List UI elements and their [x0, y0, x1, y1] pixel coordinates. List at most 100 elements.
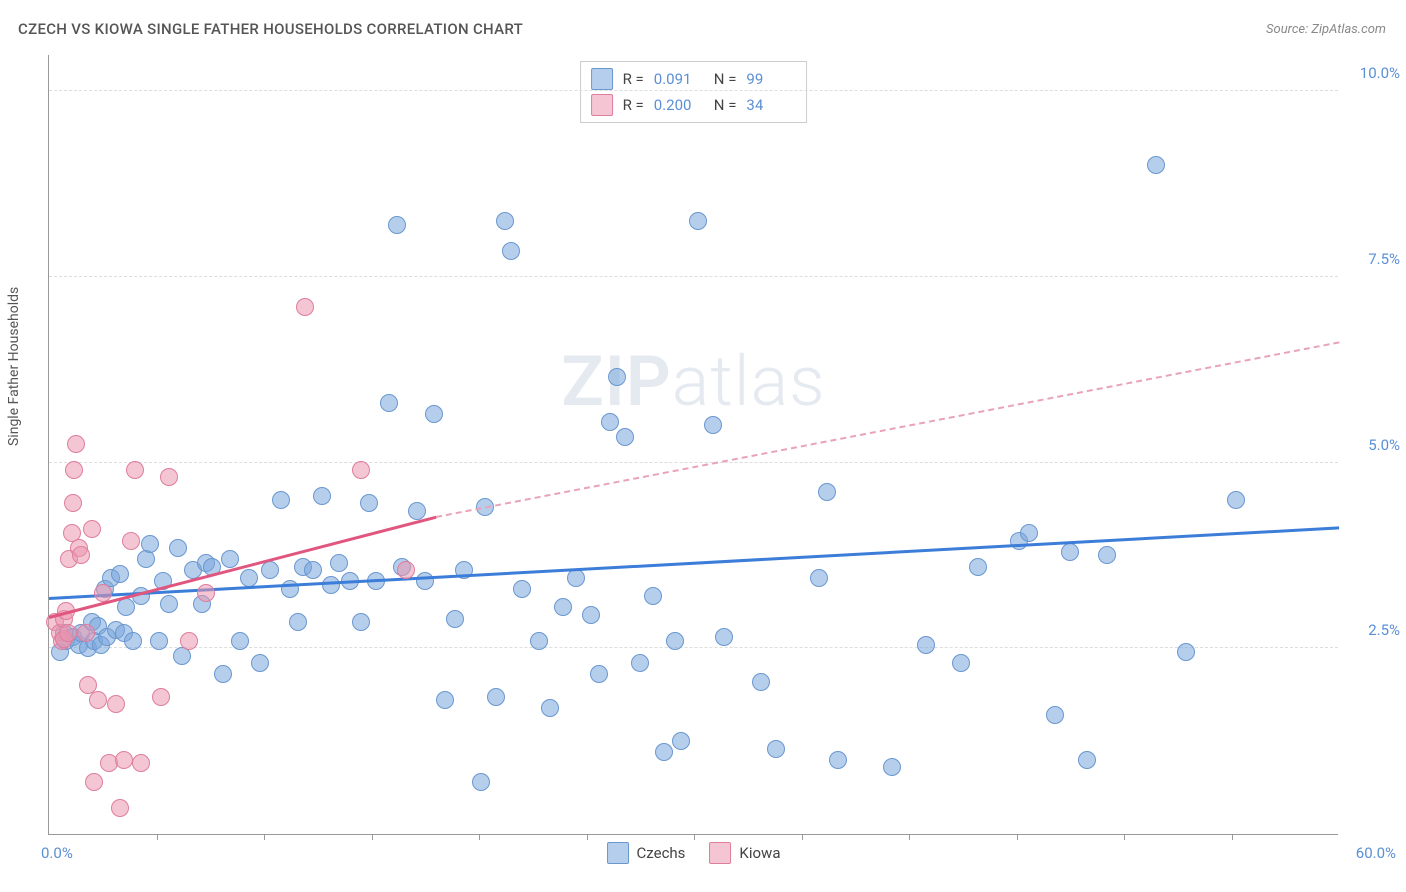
scatter-point	[313, 487, 331, 505]
scatter-point	[67, 435, 85, 453]
scatter-point	[883, 758, 901, 776]
legend-item-czechs: Czechs	[607, 842, 686, 864]
legend-stats-row-czechs: R = 0.091 N = 99	[591, 66, 797, 92]
gridline-h	[49, 276, 1338, 277]
scatter-point	[590, 665, 608, 683]
legend-label-czechs: Czechs	[637, 844, 686, 862]
n-value-czechs: 99	[746, 70, 796, 88]
scatter-point	[132, 754, 150, 772]
scatter-point	[59, 624, 77, 642]
scatter-point	[64, 494, 82, 512]
scatter-point	[360, 494, 378, 512]
scatter-point	[1177, 643, 1195, 661]
gridline-h	[49, 462, 1338, 463]
scatter-point	[1046, 706, 1064, 724]
r-label-kiowa: R =	[623, 96, 644, 114]
scatter-point	[436, 691, 454, 709]
x-tick	[1124, 834, 1125, 840]
x-axis-max-label: 60.0%	[1356, 844, 1396, 862]
scatter-point	[111, 799, 129, 817]
scatter-point	[160, 468, 178, 486]
scatter-point	[496, 212, 514, 230]
scatter-point	[231, 632, 249, 650]
scatter-point	[251, 654, 269, 672]
scatter-point	[397, 561, 415, 579]
x-tick	[1232, 834, 1233, 840]
scatter-point	[655, 743, 673, 761]
swatch-czechs-bottom	[607, 842, 629, 864]
r-value-czechs: 0.091	[654, 70, 704, 88]
scatter-point	[72, 546, 90, 564]
scatter-point	[969, 558, 987, 576]
scatter-point	[122, 532, 140, 550]
scatter-point	[689, 212, 707, 230]
scatter-point	[704, 416, 722, 434]
trendline-kiowa-solid	[49, 515, 437, 618]
n-value-kiowa: 34	[746, 96, 796, 114]
scatter-point	[83, 520, 101, 538]
plot-area: ZIPatlas R = 0.091 N = 99 R = 0.200 N = …	[48, 55, 1338, 835]
scatter-point	[513, 580, 531, 598]
scatter-point	[530, 632, 548, 650]
scatter-point	[1098, 546, 1116, 564]
scatter-point	[608, 368, 626, 386]
scatter-point	[810, 569, 828, 587]
scatter-point	[65, 461, 83, 479]
scatter-point	[952, 654, 970, 672]
scatter-point	[115, 751, 133, 769]
swatch-kiowa-bottom	[709, 842, 731, 864]
x-tick	[694, 834, 695, 840]
scatter-point	[487, 688, 505, 706]
legend-label-kiowa: Kiowa	[739, 844, 780, 862]
scatter-point	[240, 569, 258, 587]
scatter-point	[197, 584, 215, 602]
r-value-kiowa: 0.200	[654, 96, 704, 114]
scatter-point	[1147, 156, 1165, 174]
scatter-point	[322, 576, 340, 594]
trendline-kiowa-dash	[436, 342, 1339, 519]
scatter-point	[85, 773, 103, 791]
n-label-kiowa: N =	[714, 96, 737, 114]
legend-series: Czechs Kiowa	[607, 842, 781, 864]
x-tick	[264, 834, 265, 840]
scatter-point	[150, 632, 168, 650]
chart-title: CZECH VS KIOWA SINGLE FATHER HOUSEHOLDS …	[18, 20, 523, 38]
scatter-point	[124, 632, 142, 650]
scatter-point	[152, 688, 170, 706]
legend-stats-row-kiowa: R = 0.200 N = 34	[591, 92, 797, 118]
scatter-point	[917, 636, 935, 654]
scatter-point	[767, 740, 785, 758]
y-tick-label: 2.5%	[1368, 621, 1400, 639]
scatter-point	[818, 483, 836, 501]
n-label-czechs: N =	[714, 70, 737, 88]
r-label-czechs: R =	[623, 70, 644, 88]
x-tick	[802, 834, 803, 840]
scatter-point	[261, 561, 279, 579]
scatter-point	[631, 654, 649, 672]
legend-stats: R = 0.091 N = 99 R = 0.200 N = 34	[580, 61, 808, 123]
scatter-point	[1061, 543, 1079, 561]
scatter-point	[1227, 491, 1245, 509]
x-tick	[479, 834, 480, 840]
source-attribution: Source: ZipAtlas.com	[1266, 22, 1386, 37]
scatter-point	[672, 732, 690, 750]
scatter-point	[169, 539, 187, 557]
scatter-point	[502, 242, 520, 260]
scatter-point	[1078, 751, 1096, 769]
scatter-point	[77, 624, 95, 642]
x-tick	[909, 834, 910, 840]
x-tick	[1017, 834, 1018, 840]
scatter-point	[380, 394, 398, 412]
scatter-point	[541, 699, 559, 717]
scatter-point	[330, 554, 348, 572]
y-tick-label: 7.5%	[1368, 250, 1400, 268]
scatter-point	[1020, 524, 1038, 542]
y-tick-label: 10.0%	[1360, 64, 1400, 82]
y-axis-label: Single Father Households	[6, 287, 22, 446]
x-tick	[372, 834, 373, 840]
scatter-point	[296, 298, 314, 316]
scatter-point	[601, 413, 619, 431]
watermark: ZIPatlas	[561, 341, 825, 423]
scatter-point	[644, 587, 662, 605]
scatter-point	[666, 632, 684, 650]
